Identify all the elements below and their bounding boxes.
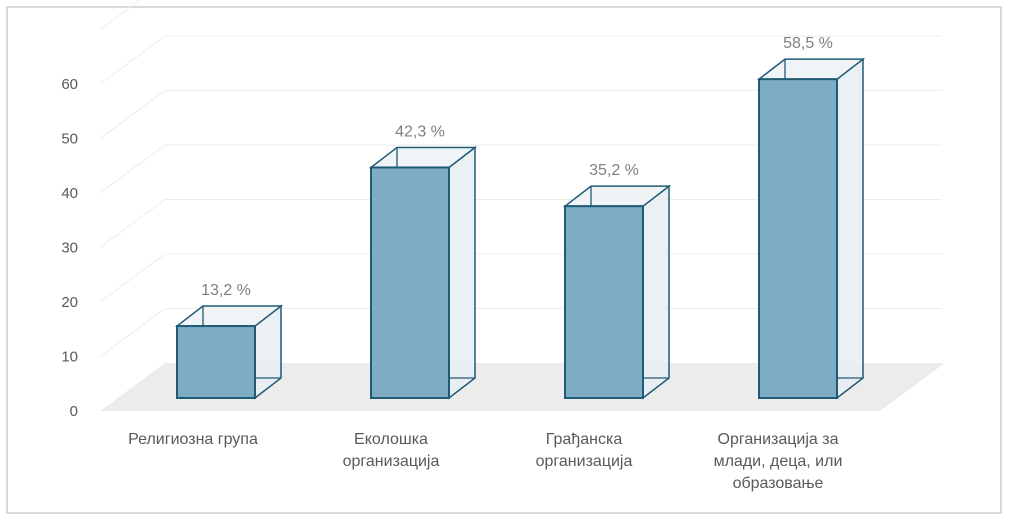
y-tick-label: 0 (70, 403, 78, 420)
bar-side-face (448, 145, 476, 400)
data-label: 42,3 % (395, 123, 445, 140)
y-tick-label: 60 (61, 76, 78, 93)
category-label: Грађанска (546, 431, 623, 448)
gridline-side (99, 199, 166, 248)
gridline-side (99, 90, 166, 139)
y-tick-label: 40 (61, 185, 78, 202)
data-label: 35,2 % (589, 162, 639, 179)
data-label: 13,2 % (201, 282, 251, 299)
category-label: млади, деца, или (714, 453, 843, 470)
gridline-side (99, 144, 166, 194)
gridline-side (99, 253, 166, 303)
bar-1 (176, 325, 256, 399)
data-label: 58,5 % (783, 35, 833, 52)
category-label: образовање (733, 475, 824, 492)
category-label: Организација за (718, 431, 839, 448)
y-tick-label: 20 (61, 294, 78, 311)
y-tick-label: 50 (61, 131, 78, 148)
bar-3 (564, 205, 644, 399)
chart-floor (100, 363, 945, 411)
gridline-side (99, 308, 166, 357)
bar-side-face (836, 57, 864, 400)
gridline-side (99, 35, 166, 85)
category-label: Религиозна група (128, 431, 258, 448)
y-tick-label: 10 (61, 349, 78, 366)
bar-4 (758, 78, 838, 400)
bar-side-face (642, 184, 670, 400)
category-label: организација (343, 453, 440, 470)
y-tick-label: 30 (61, 240, 78, 257)
category-label: Еколошка (354, 431, 428, 448)
category-label: организација (536, 453, 633, 470)
bar-2 (370, 166, 450, 399)
gridline-side (99, 0, 141, 30)
